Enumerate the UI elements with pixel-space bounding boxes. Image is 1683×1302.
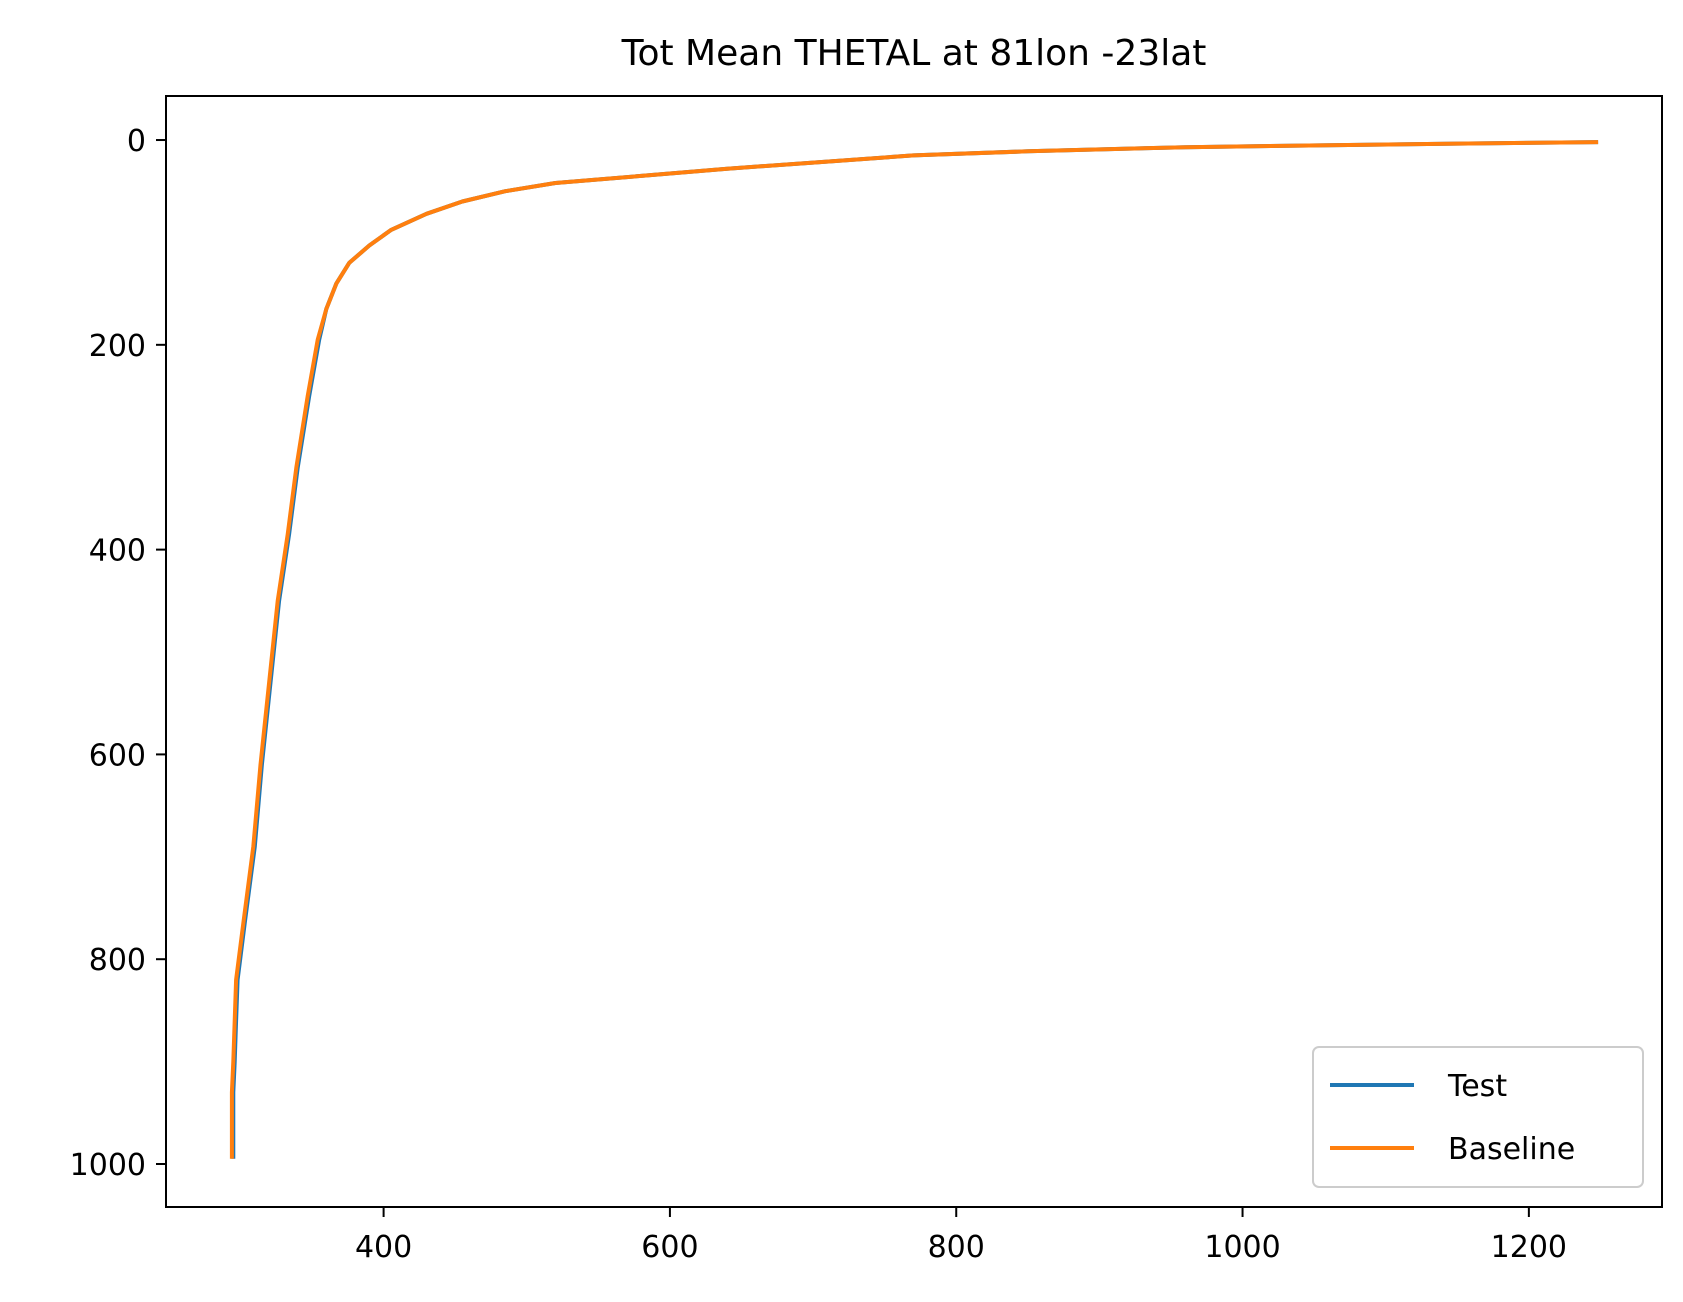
x-axis: 400 600 800 1000 1200: [355, 1207, 1567, 1265]
legend-box: [1312, 1046, 1644, 1188]
x-tick-label: 800: [928, 1230, 985, 1265]
y-axis: 0 200 400 600 800 1000: [70, 124, 166, 1183]
y-tick-label: 400: [89, 534, 146, 569]
legend-label-test: Test: [1447, 1069, 1507, 1104]
legend: Test Baseline: [1312, 1046, 1644, 1188]
y-tick-label: 1000: [70, 1148, 146, 1183]
chart-title: Tot Mean THETAL at 81lon -23lat: [621, 33, 1207, 74]
legend-label-baseline: Baseline: [1448, 1132, 1575, 1167]
x-tick-label: 400: [355, 1230, 412, 1265]
series-line-baseline: [229, 140, 1599, 1159]
plot-area: [165, 95, 1663, 1208]
y-tick-label: 0: [127, 124, 146, 159]
y-tick-label: 800: [89, 943, 146, 978]
x-tick-label: 600: [641, 1230, 698, 1265]
x-tick-label: 1200: [1491, 1230, 1567, 1265]
series-layer: [229, 140, 1599, 1159]
axes-frame: [165, 95, 1663, 1208]
y-tick-label: 600: [89, 738, 146, 773]
x-tick-label: 1000: [1204, 1230, 1280, 1265]
y-tick-label: 200: [89, 329, 146, 364]
